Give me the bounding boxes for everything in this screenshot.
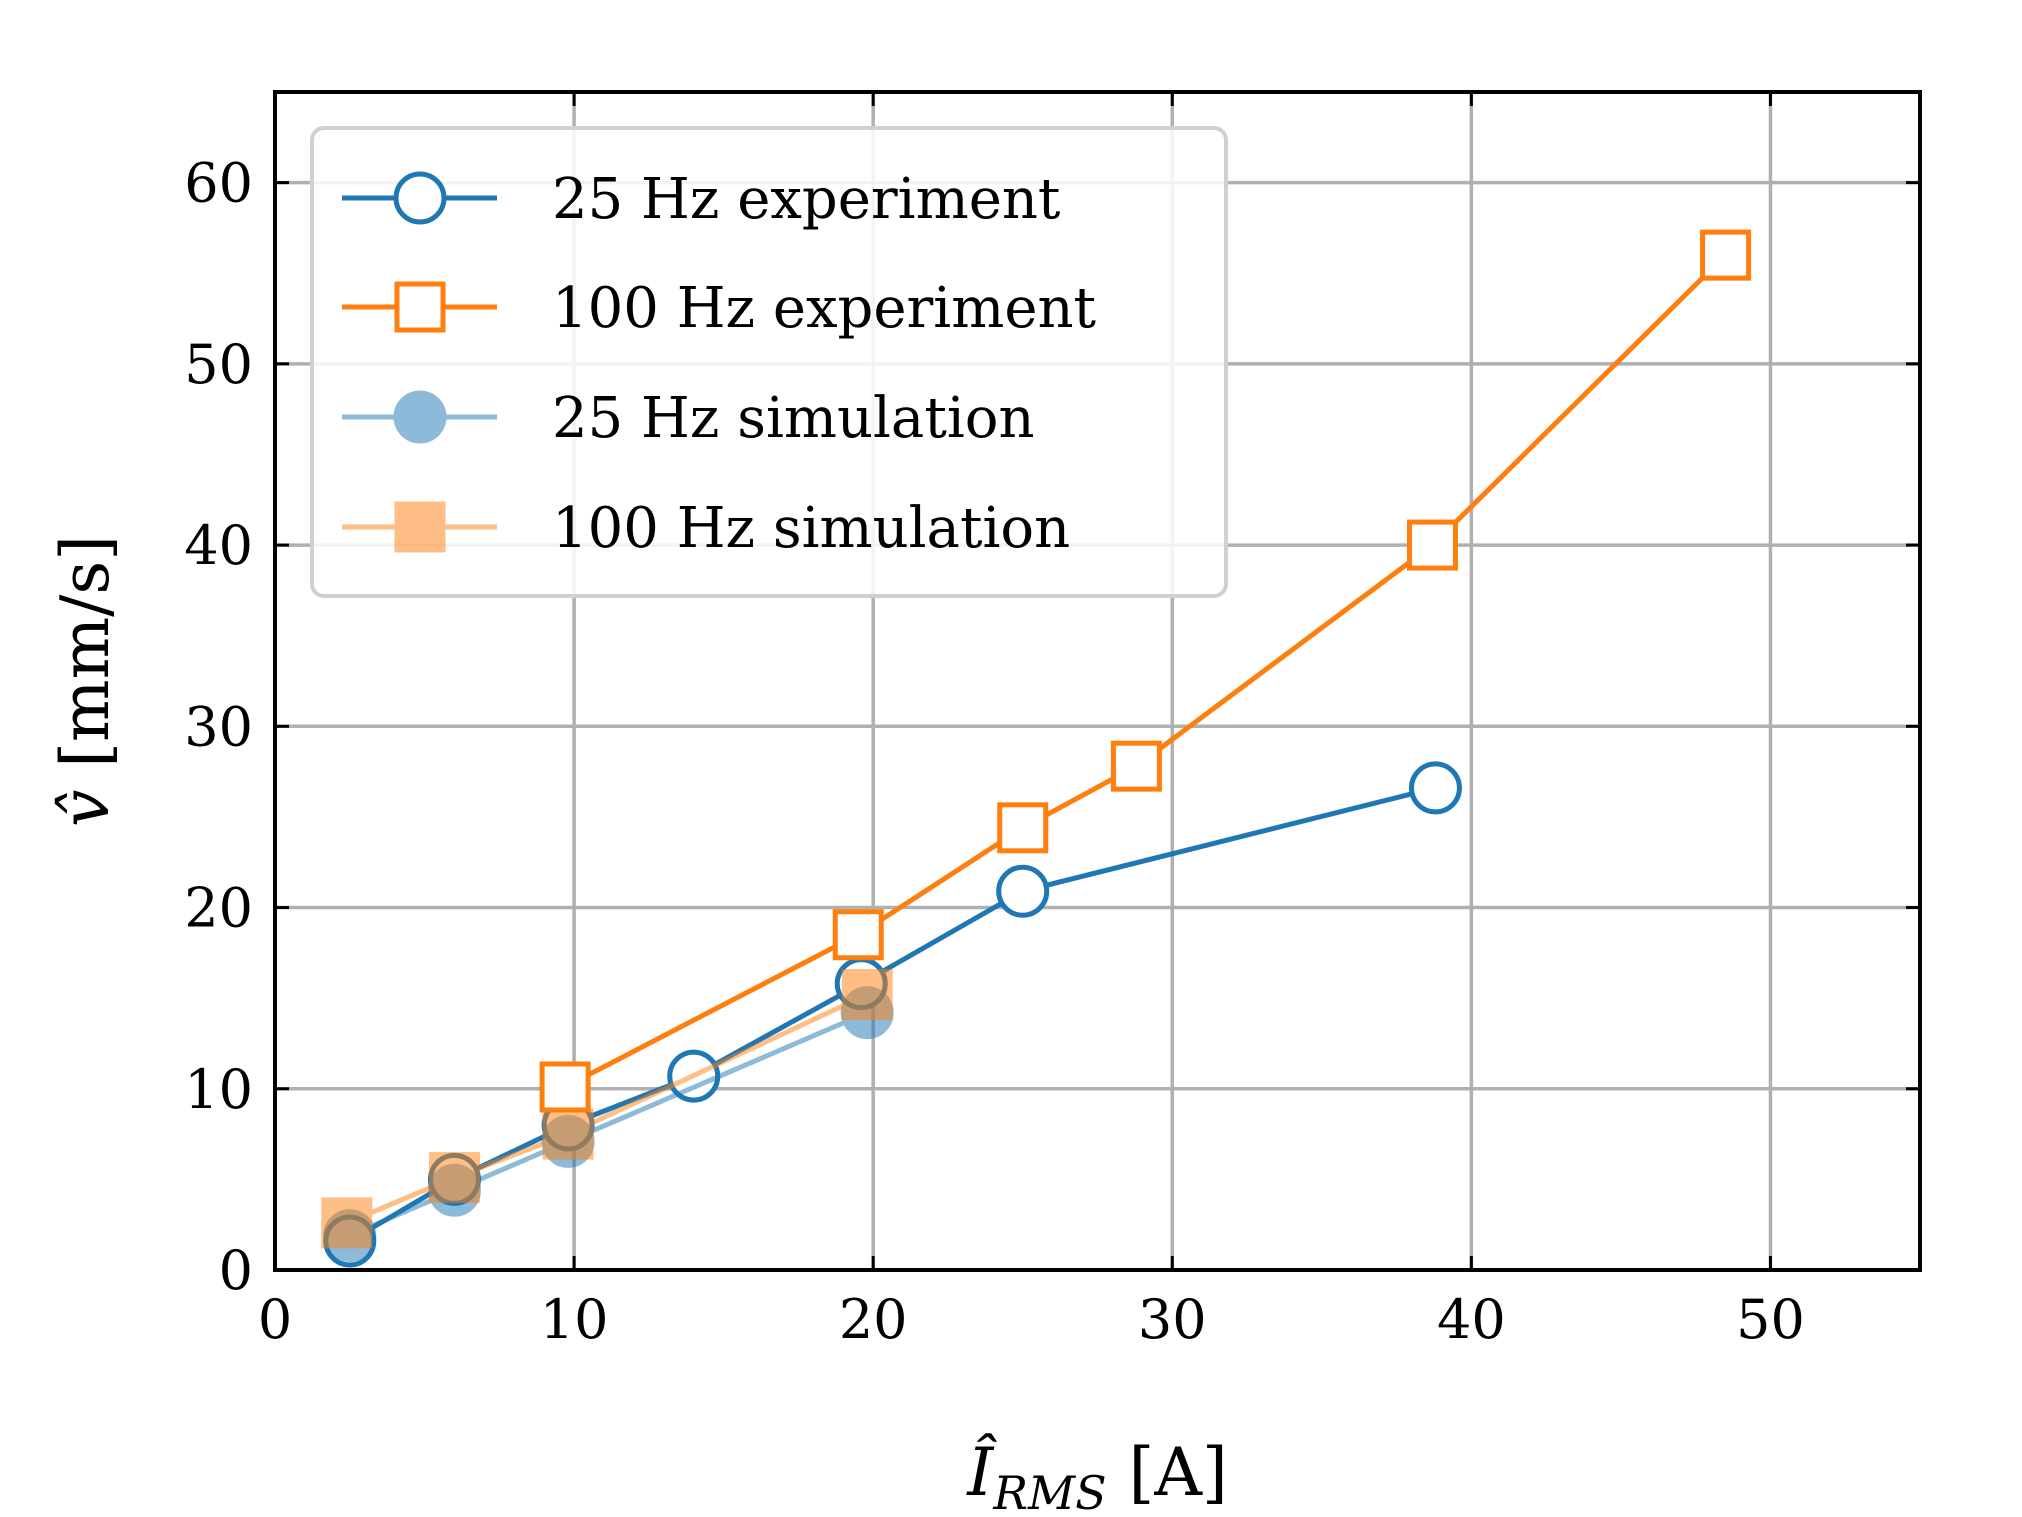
series-line — [348, 1010, 869, 1238]
x-tick-label: 0 — [258, 1288, 292, 1351]
y-tick-label: 0 — [219, 1239, 253, 1302]
x-axis-label-main: Î — [966, 1434, 997, 1511]
data-point — [997, 802, 1049, 854]
data-point — [1110, 740, 1162, 792]
legend-marker — [393, 390, 447, 444]
x-tick-label: 10 — [540, 1288, 609, 1351]
x-axis-label-sub: RMS — [992, 1466, 1106, 1517]
legend-entry-100-hz-simulation: 100 Hz simulation — [342, 496, 1070, 561]
y-tick-label: 30 — [184, 695, 253, 758]
x-tick-label: 30 — [1138, 1288, 1207, 1351]
legend-box — [310, 126, 1228, 598]
y-tick-label: 20 — [184, 877, 253, 940]
series-layer — [321, 229, 1752, 1268]
legend-label: 25 Hz experiment — [552, 167, 1061, 232]
series-100-hz-experiment — [539, 229, 1752, 1113]
legend-swatch — [342, 501, 497, 553]
data-point — [841, 969, 893, 1021]
legend-swatch — [342, 281, 497, 333]
x-tick-label: 20 — [839, 1288, 908, 1351]
data-point — [539, 1061, 591, 1113]
data-point — [542, 1108, 594, 1160]
legend-entry-100-hz-experiment: 100 Hz experiment — [342, 276, 1097, 341]
x-tick-label: 40 — [1437, 1288, 1506, 1351]
x-tick-label: 50 — [1736, 1288, 1805, 1351]
y-axis-label-unit: [mm/s] — [47, 535, 124, 768]
series-100-hz-simulation — [321, 969, 893, 1249]
legend-marker — [393, 171, 447, 225]
y-axis-label-main: v̂ — [47, 790, 124, 827]
x-axis-label: ÎRMS [A] — [966, 1434, 1228, 1517]
legend-swatch — [342, 390, 497, 444]
legend-label: 25 Hz simulation — [552, 386, 1035, 451]
legend-marker — [394, 281, 446, 333]
x-axis-label-unit: [A] — [1129, 1434, 1228, 1511]
y-tick-label: 60 — [184, 152, 253, 215]
y-tick-label: 10 — [184, 1058, 253, 1121]
data-point — [321, 1197, 373, 1249]
legend: 25 Hz experiment 100 Hz experiment 25 Hz s… — [310, 126, 1228, 598]
legend-marker — [394, 501, 446, 553]
ticks — [273, 92, 1920, 1272]
data-point — [428, 1152, 480, 1204]
y-tick-label: 50 — [184, 333, 253, 396]
plot-frame — [273, 90, 1922, 1272]
legend-label: 100 Hz simulation — [552, 496, 1070, 561]
legend-swatch — [342, 171, 497, 225]
series-line — [563, 253, 1728, 1090]
series-line — [345, 992, 869, 1226]
y-tick-label: 40 — [184, 514, 253, 577]
data-point — [1408, 761, 1462, 815]
data-point — [1406, 519, 1458, 571]
y-axis-label: v̂ [mm/s] — [47, 535, 124, 827]
data-point — [832, 909, 884, 961]
legend-entry-25-hz-experiment: 25 Hz experiment — [342, 167, 1061, 232]
legend-label: 100 Hz experiment — [552, 276, 1097, 341]
data-point — [996, 864, 1050, 918]
legend-entry-25-hz-simulation: 25 Hz simulation — [342, 386, 1035, 451]
tick-labels: 0 10 20 30 40 50 0 10 20 30 40 50 60 — [184, 152, 1805, 1351]
data-point — [1700, 229, 1752, 281]
